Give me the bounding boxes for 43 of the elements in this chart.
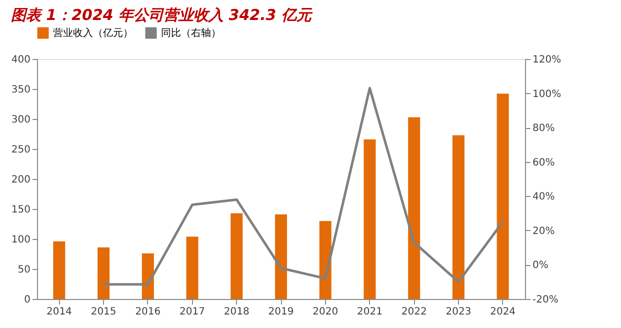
y2-tick-label: 60% [532, 157, 555, 168]
x-tick-label: 2020 [312, 306, 338, 318]
chart-title: 图表 1：2024 年公司营业收入 342.3 亿元 [10, 6, 314, 24]
bar [275, 214, 287, 299]
bar [230, 213, 243, 299]
bar [452, 135, 464, 299]
y2-tick-label: 0% [532, 260, 548, 272]
x-tick-label: 2023 [446, 306, 472, 318]
bar [319, 221, 332, 299]
x-tick-label: 2022 [401, 306, 427, 318]
y2-tick-label: 20% [532, 226, 555, 237]
y2-tick-label: 100% [532, 88, 562, 100]
x-tick-label: 2015 [90, 306, 116, 318]
y-tick-label: 200 [11, 174, 30, 186]
y2-tick-label: -20% [532, 294, 558, 306]
bar [408, 117, 420, 299]
y2-tick-label: 120% [532, 54, 562, 66]
y-tick-label: 0 [24, 294, 30, 306]
y-tick-label: 150 [11, 204, 30, 216]
x-tick-label: 2017 [180, 306, 205, 318]
y-tick-label: 300 [11, 114, 30, 126]
bar [364, 139, 376, 299]
y-tick-label: 250 [11, 144, 30, 156]
x-tick-label: 2019 [268, 306, 294, 318]
bar [142, 253, 154, 299]
y-tick-label: 50 [18, 264, 30, 276]
bar [53, 241, 66, 299]
legend-label: 同比（右轴） [161, 27, 221, 39]
bar [98, 247, 110, 299]
legend-label: 营业收入（亿元） [53, 27, 133, 39]
y-tick-label: 400 [11, 54, 30, 66]
y2-tick-label: 40% [532, 192, 555, 203]
bar [496, 94, 509, 299]
line-series [102, 86, 504, 286]
y2-tick-label: 80% [532, 123, 555, 134]
x-tick-label: 2024 [490, 306, 516, 318]
bar [186, 236, 198, 299]
x-tick-label: 2018 [224, 306, 250, 318]
x-tick-label: 2014 [46, 306, 72, 318]
x-tick-label: 2016 [135, 306, 161, 318]
y-tick-label: 100 [11, 234, 30, 246]
y-tick-label: 350 [11, 84, 30, 96]
x-tick-label: 2021 [357, 306, 382, 318]
